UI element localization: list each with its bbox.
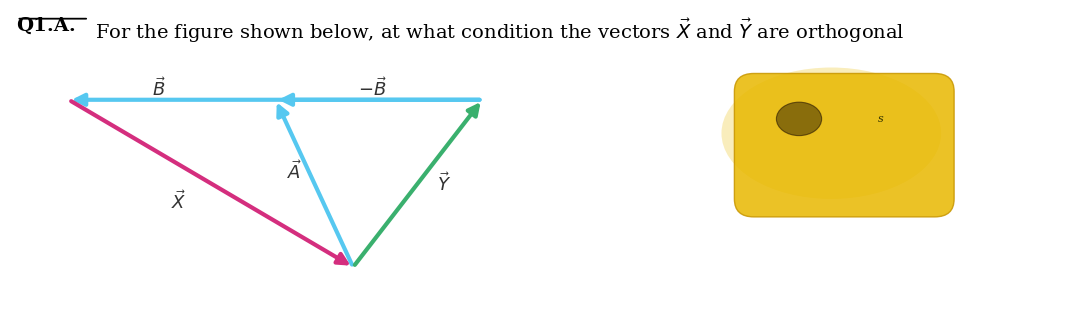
Text: s: s [878, 114, 883, 124]
Text: $\vec{B}$: $\vec{B}$ [152, 77, 166, 100]
Text: For the figure shown below, at what condition the vectors $\vec{X}$ and $\vec{Y}: For the figure shown below, at what cond… [95, 17, 905, 45]
Ellipse shape [722, 68, 941, 199]
Text: $-\vec{B}$: $-\vec{B}$ [358, 77, 387, 100]
Ellipse shape [777, 102, 821, 136]
FancyBboxPatch shape [735, 73, 954, 217]
Text: $\vec{X}$: $\vec{X}$ [171, 190, 187, 213]
Text: $\vec{A}$: $\vec{A}$ [288, 160, 303, 183]
Text: $\vec{Y}$: $\vec{Y}$ [436, 172, 450, 195]
Text: Q1.A.: Q1.A. [16, 17, 76, 35]
